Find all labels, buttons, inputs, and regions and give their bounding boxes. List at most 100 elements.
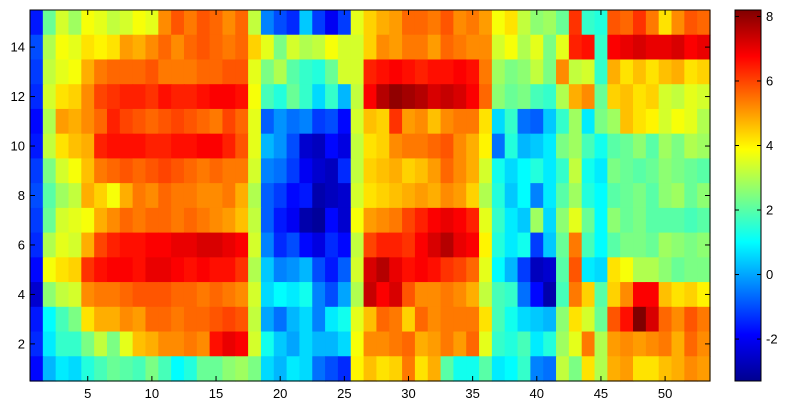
heatmap-cell	[42, 59, 57, 85]
heatmap-cell	[504, 10, 519, 36]
heatmap-cell	[620, 183, 634, 209]
heatmap-cell	[260, 207, 275, 234]
heatmap-cell	[479, 282, 493, 308]
heatmap-cell	[260, 158, 275, 184]
heatmap-cell	[196, 232, 211, 258]
heatmap-cell	[183, 108, 198, 135]
heatmap-cell	[145, 232, 159, 258]
heatmap-cell	[81, 232, 95, 258]
heatmap-cell	[248, 257, 262, 283]
heatmap-cell	[183, 282, 198, 308]
heatmap-cell	[376, 306, 390, 333]
heatmap-cell	[363, 10, 378, 36]
heatmap-cell	[427, 108, 442, 135]
heatmap-cell	[479, 232, 493, 258]
heatmap-cell	[581, 133, 596, 159]
heatmap-cell	[440, 158, 454, 184]
heatmap-cell	[299, 356, 313, 382]
heatmap-cell	[684, 59, 698, 85]
heatmap-cell	[145, 34, 159, 61]
heatmap-cell	[325, 108, 339, 135]
colorbar-tick-label: 6	[766, 73, 773, 88]
heatmap-cell	[607, 232, 621, 258]
heatmap-cell	[671, 257, 685, 283]
heatmap-cell	[94, 59, 108, 85]
heatmap-cell	[517, 84, 531, 110]
heatmap-cell	[42, 108, 57, 135]
heatmap-cell	[42, 133, 57, 159]
heatmap-cell	[543, 84, 557, 110]
heatmap-cell	[325, 331, 339, 357]
x-tick-label: 5	[84, 386, 91, 401]
heatmap-cell	[81, 133, 95, 159]
heatmap-cell	[568, 59, 583, 85]
heatmap-cell	[684, 133, 698, 159]
heatmap-cell	[42, 257, 57, 283]
heatmap-cell	[248, 282, 262, 308]
heatmap-cell	[248, 34, 262, 61]
heatmap-cell	[607, 306, 621, 333]
heatmap-cell	[658, 158, 673, 184]
heatmap-cell	[633, 282, 647, 308]
heatmap-cell	[402, 158, 416, 184]
heatmap-cell	[491, 10, 506, 36]
heatmap-cell	[337, 356, 352, 382]
heatmap-cell	[697, 331, 711, 357]
heatmap-cell	[325, 59, 339, 85]
heatmap-cell	[94, 331, 108, 357]
heatmap-cell	[389, 282, 403, 308]
heatmap-cell	[453, 133, 467, 159]
heatmap-cell	[402, 356, 416, 382]
heatmap-cell	[440, 306, 454, 333]
heatmap-cell	[581, 183, 596, 209]
heatmap-cell	[620, 59, 634, 85]
heatmap-cell	[594, 133, 608, 159]
heatmap-cell	[568, 158, 583, 184]
heatmap-cell	[402, 183, 416, 209]
y-axis: 2 4 6 8 10 12 14	[11, 40, 710, 351]
heatmap-cell	[30, 282, 44, 308]
heatmap-cell	[325, 207, 339, 234]
y-tick-label: 6	[18, 237, 25, 252]
heatmap-cell	[222, 133, 236, 159]
x-tick-label: 20	[273, 386, 287, 401]
heatmap-cell	[312, 34, 326, 61]
heatmap-cell	[504, 34, 519, 61]
heatmap-cell	[427, 84, 442, 110]
heatmap-cell	[568, 306, 583, 333]
heatmap-cell	[427, 232, 442, 258]
heatmap-cell	[620, 306, 634, 333]
heatmap-cell	[594, 183, 608, 209]
heatmap-cell	[145, 108, 159, 135]
heatmap-cell	[645, 331, 660, 357]
heatmap-cell	[68, 108, 82, 135]
colorbar-tick-label: 2	[766, 203, 773, 218]
heatmap-cell	[273, 10, 288, 36]
heatmap-cell	[30, 232, 44, 258]
heatmap-cell	[376, 207, 390, 234]
heatmap-cell	[158, 183, 172, 209]
heatmap-cell	[684, 306, 698, 333]
heatmap-cell	[248, 331, 262, 357]
heatmap-cell	[581, 59, 596, 85]
heatmap-cell	[697, 207, 711, 234]
heatmap-cell	[517, 108, 531, 135]
heatmap-cell	[171, 59, 185, 85]
heatmap-cell	[119, 108, 134, 135]
heatmap-cell	[543, 257, 557, 283]
heatmap-cell	[568, 108, 583, 135]
heatmap-cell	[568, 232, 583, 258]
heatmap-cell	[145, 356, 159, 382]
heatmap-cell	[337, 158, 352, 184]
heatmap-cell	[106, 84, 121, 110]
heatmap-cell	[196, 133, 211, 159]
heatmap-cell	[466, 108, 480, 135]
heatmap-cell	[427, 158, 442, 184]
heatmap-cell	[337, 232, 352, 258]
heatmap-cell	[491, 232, 506, 258]
heatmap-cell	[196, 331, 211, 357]
heatmap-cell	[145, 257, 159, 283]
heatmap-cell	[337, 331, 352, 357]
heatmap-cell	[94, 34, 108, 61]
x-tick-label: 15	[209, 386, 223, 401]
